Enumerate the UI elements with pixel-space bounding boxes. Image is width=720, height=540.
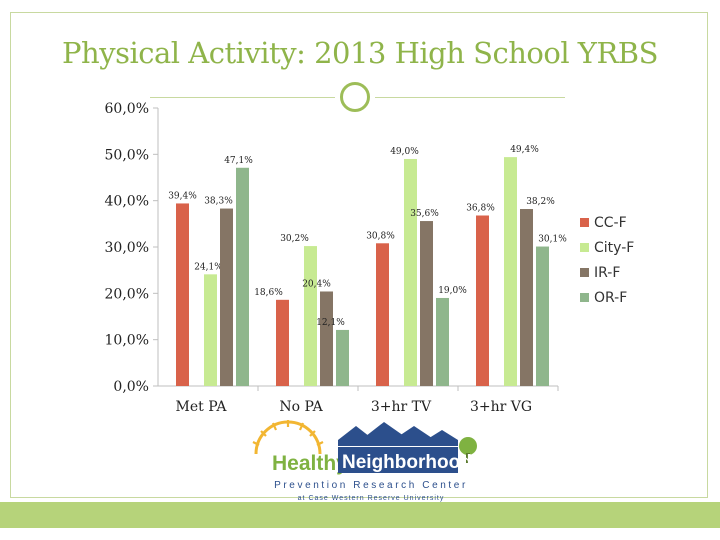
data-label: 49,4% xyxy=(510,145,539,155)
bar-city-f-2 xyxy=(404,158,417,386)
y-tick-label: 60,0% xyxy=(105,101,149,117)
data-label: 36,8% xyxy=(466,203,495,213)
data-label: 35,6% xyxy=(410,209,439,219)
data-label: 19,0% xyxy=(438,286,467,296)
title-divider-right xyxy=(375,97,565,98)
legend-swatch xyxy=(580,218,589,227)
bar-ir-f-3 xyxy=(520,209,533,386)
healthy-neighborhoods-logo: Healthy Neighborhoods Prevention Researc… xyxy=(252,420,482,502)
logo-word-neighborhoods: Neighborhoods xyxy=(342,452,482,473)
data-label: 30,2% xyxy=(280,234,309,244)
houses-icon xyxy=(338,422,458,446)
data-label: 39,4% xyxy=(168,191,197,201)
logo-line-prc: Prevention Research Center xyxy=(274,480,468,491)
legend-item-city-f: City-F xyxy=(580,235,634,260)
bar-cc-f-1 xyxy=(276,299,289,386)
legend-label: City-F xyxy=(594,239,635,256)
data-label: 38,2% xyxy=(526,197,555,207)
bar-ir-f-1 xyxy=(320,291,333,386)
bar-city-f-0 xyxy=(204,274,217,386)
logo-word-band xyxy=(338,447,458,473)
legend-item-or-f: OR-F xyxy=(580,285,634,310)
x-tick-label: No PA xyxy=(279,399,323,415)
sun-icon xyxy=(252,420,324,455)
bar-or-f-1 xyxy=(336,329,349,386)
tree-icon xyxy=(459,437,477,463)
bar-cc-f-2 xyxy=(376,243,389,386)
legend-item-ir-f: IR-F xyxy=(580,260,634,285)
x-tick-label: 3+hr TV xyxy=(371,399,432,415)
data-label: 20,4% xyxy=(302,279,331,289)
footer-band xyxy=(0,502,720,528)
data-label: 47,1% xyxy=(224,156,253,166)
data-label: 24,1% xyxy=(194,262,223,272)
bar-cc-f-3 xyxy=(476,215,489,386)
bar-city-f-3 xyxy=(504,157,517,386)
data-label: 18,6% xyxy=(254,288,283,298)
page-title: Physical Activity: 2013 High School YRBS xyxy=(62,36,658,70)
slide-frame xyxy=(10,12,708,498)
logo-line-university: at Case Western Reserve University xyxy=(298,495,445,502)
bar-city-f-1 xyxy=(304,246,317,386)
data-label: 49,0% xyxy=(390,147,419,157)
legend-label: IR-F xyxy=(594,264,621,281)
bar-ir-f-2 xyxy=(420,221,433,386)
chart-legend: CC-F City-F IR-F OR-F xyxy=(580,210,634,310)
bar-or-f-2 xyxy=(436,297,449,386)
data-label: 38,3% xyxy=(204,197,233,207)
x-tick-label: 3+hr VG xyxy=(470,399,532,415)
x-tick-label: Met PA xyxy=(176,399,228,415)
legend-item-cc-f: CC-F xyxy=(580,210,634,235)
y-tick-label: 40,0% xyxy=(105,194,149,210)
data-label: 12,1% xyxy=(316,318,345,328)
title-divider-left xyxy=(150,97,335,98)
data-label: 30,1% xyxy=(538,235,567,245)
title-circle-ornament xyxy=(340,82,370,112)
y-tick-label: 20,0% xyxy=(105,286,149,302)
y-tick-label: 10,0% xyxy=(105,333,149,349)
legend-label: CC-F xyxy=(594,214,627,231)
y-tick-label: 30,0% xyxy=(105,240,149,256)
legend-swatch xyxy=(580,268,589,277)
y-tick-label: 0,0% xyxy=(113,379,149,395)
legend-label: OR-F xyxy=(594,289,628,306)
y-tick-label: 50,0% xyxy=(105,147,149,163)
logo-word-healthy: Healthy xyxy=(272,452,348,475)
bar-or-f-3 xyxy=(536,246,549,386)
data-label: 30,8% xyxy=(366,231,395,241)
bar-cc-f-0 xyxy=(176,203,189,386)
legend-swatch xyxy=(580,293,589,302)
bar-or-f-0 xyxy=(236,167,249,386)
legend-swatch xyxy=(580,243,589,252)
bar-ir-f-0 xyxy=(220,208,233,386)
